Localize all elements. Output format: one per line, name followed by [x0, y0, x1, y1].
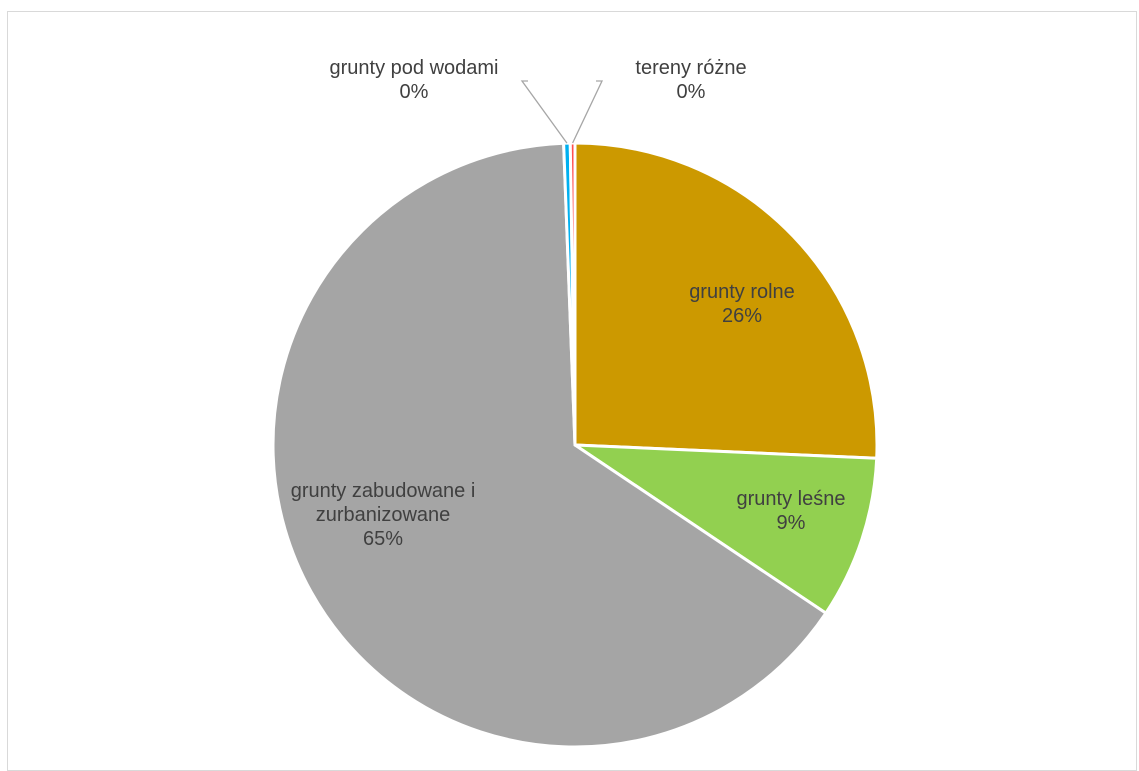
leader-line-grunty-pod-wodami [520, 80, 568, 144]
slice-name: grunty rolne [689, 281, 795, 303]
slice-name: grunty zabudowane i [291, 480, 476, 502]
slice-percent: 65% [363, 528, 403, 550]
pie-slices [271, 141, 879, 749]
slice-percent: 26% [722, 305, 762, 327]
pie-slice-grunty-zabudowane-i-zurbanizowane [271, 141, 828, 749]
slice-name: tereny różne [635, 57, 746, 79]
slice-label-tereny-rozne: tereny różne 0% [635, 57, 746, 103]
slice-label-grunty-rolne: grunty rolne 26% [689, 281, 795, 327]
leader-lines [520, 80, 604, 144]
slice-label-grunty-pod-wodami: grunty pod wodami 0% [330, 57, 499, 103]
leader-line-tereny-rozne [572, 80, 604, 144]
pie-slice-grunty-lesne [573, 443, 879, 615]
slice-name: grunty pod wodami [330, 57, 499, 79]
slice-percent: 0% [400, 81, 429, 103]
pie-slice-grunty-rolne [573, 141, 879, 460]
slice-labels: grunty rolne 26% grunty leśne 9% grunty zabu… [291, 57, 846, 550]
slice-percent: 0% [677, 81, 706, 103]
slice-label-grunty-zabudowane-i-zurbanizowane: grunty zabudowane i zurbanizowane 65% [291, 480, 476, 550]
slice-name: zurbanizowane [316, 504, 451, 526]
slice-label-grunty-lesne: grunty leśne 9% [737, 488, 846, 534]
slice-name: grunty leśne [737, 488, 846, 510]
slice-percent: 9% [777, 512, 806, 534]
